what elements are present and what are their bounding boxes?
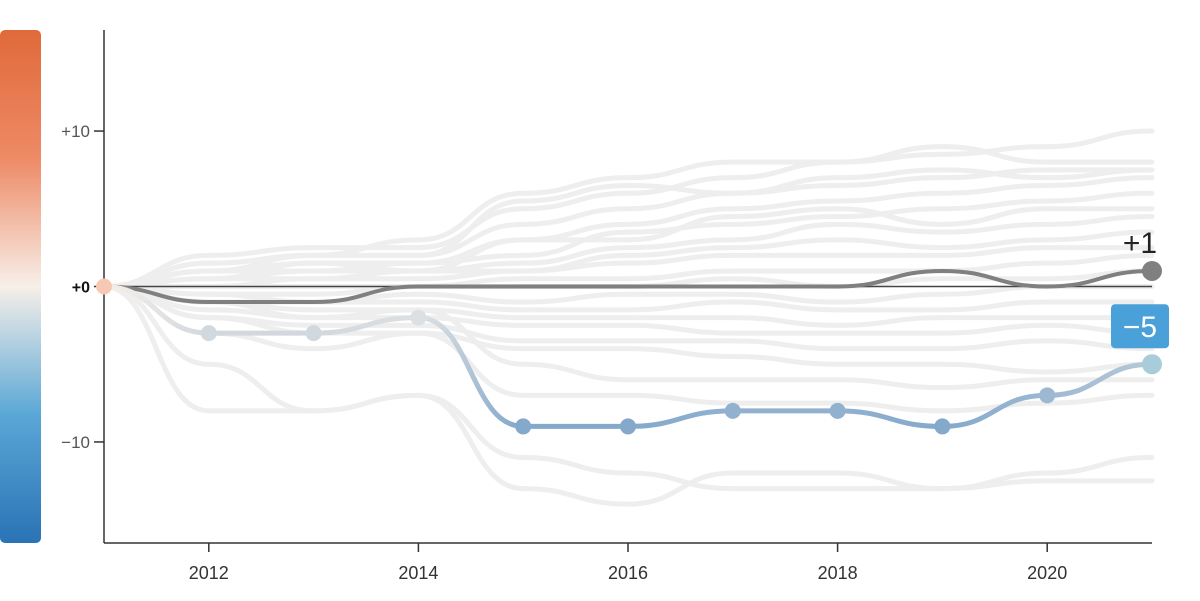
blue-series-point: [410, 309, 427, 326]
y-tick-label: +10: [61, 122, 90, 141]
x-axis-ticks: 2012 2014 2016 2018 2020: [189, 543, 1067, 583]
blue-series-segment: [939, 392, 1050, 429]
x-tick-label: 2018: [818, 563, 858, 583]
blue-series-segment: [625, 408, 736, 429]
blue-series-point: [515, 418, 532, 435]
blue-series-segment: [1044, 361, 1155, 398]
blue-series-point: [934, 418, 951, 435]
y-tick-label: +0: [72, 280, 90, 297]
y-tick-label: −10: [61, 433, 90, 452]
blue-series-point: [305, 325, 322, 342]
end-labels-group: +1 −5: [1111, 227, 1169, 349]
blue-series-end-badge: [1111, 304, 1169, 349]
blue-series-point: [200, 325, 217, 342]
blue-series-end-label: −5: [1123, 311, 1157, 344]
blue-series-point: [724, 402, 741, 419]
background-series-line: [101, 206, 1155, 289]
blue-series-point: [1039, 387, 1056, 404]
blue-series-point: [96, 278, 112, 295]
background-series-line: [101, 144, 1155, 289]
y-axis-ticks: +10 +0 −10: [61, 122, 104, 452]
highlighted-series-group: [101, 268, 1155, 429]
background-series-line: [101, 214, 1155, 289]
background-series-line: [101, 245, 1155, 289]
blue-series-point: [620, 418, 636, 435]
blue-series-segment: [311, 315, 421, 336]
highlighted-points-group: [96, 260, 1162, 435]
background-series-line: [101, 284, 1155, 375]
background-series-line: [101, 167, 1155, 289]
blue-series-point: [829, 402, 846, 419]
x-tick-label: 2020: [1027, 563, 1067, 583]
grey-series-end-label: +1: [1123, 227, 1157, 260]
blue-series-segment: [415, 315, 526, 429]
background-series-line: [101, 284, 1155, 507]
background-series-group: [101, 128, 1155, 507]
blue-series-segment: [835, 408, 945, 429]
background-series-line: [101, 284, 1155, 391]
x-tick-label: 2016: [608, 563, 648, 583]
blue-series-segment: [101, 284, 212, 336]
grey-series-line: [102, 268, 1154, 305]
background-series-line: [101, 284, 1155, 414]
x-tick-label: 2014: [398, 563, 438, 583]
x-tick-label: 2012: [189, 563, 229, 583]
grey-series-end-point: [1142, 260, 1162, 281]
background-series-line: [101, 284, 1155, 328]
color-scale-legend: [0, 30, 41, 543]
blue-series-point: [1142, 354, 1162, 375]
background-series-line: [101, 284, 1155, 352]
